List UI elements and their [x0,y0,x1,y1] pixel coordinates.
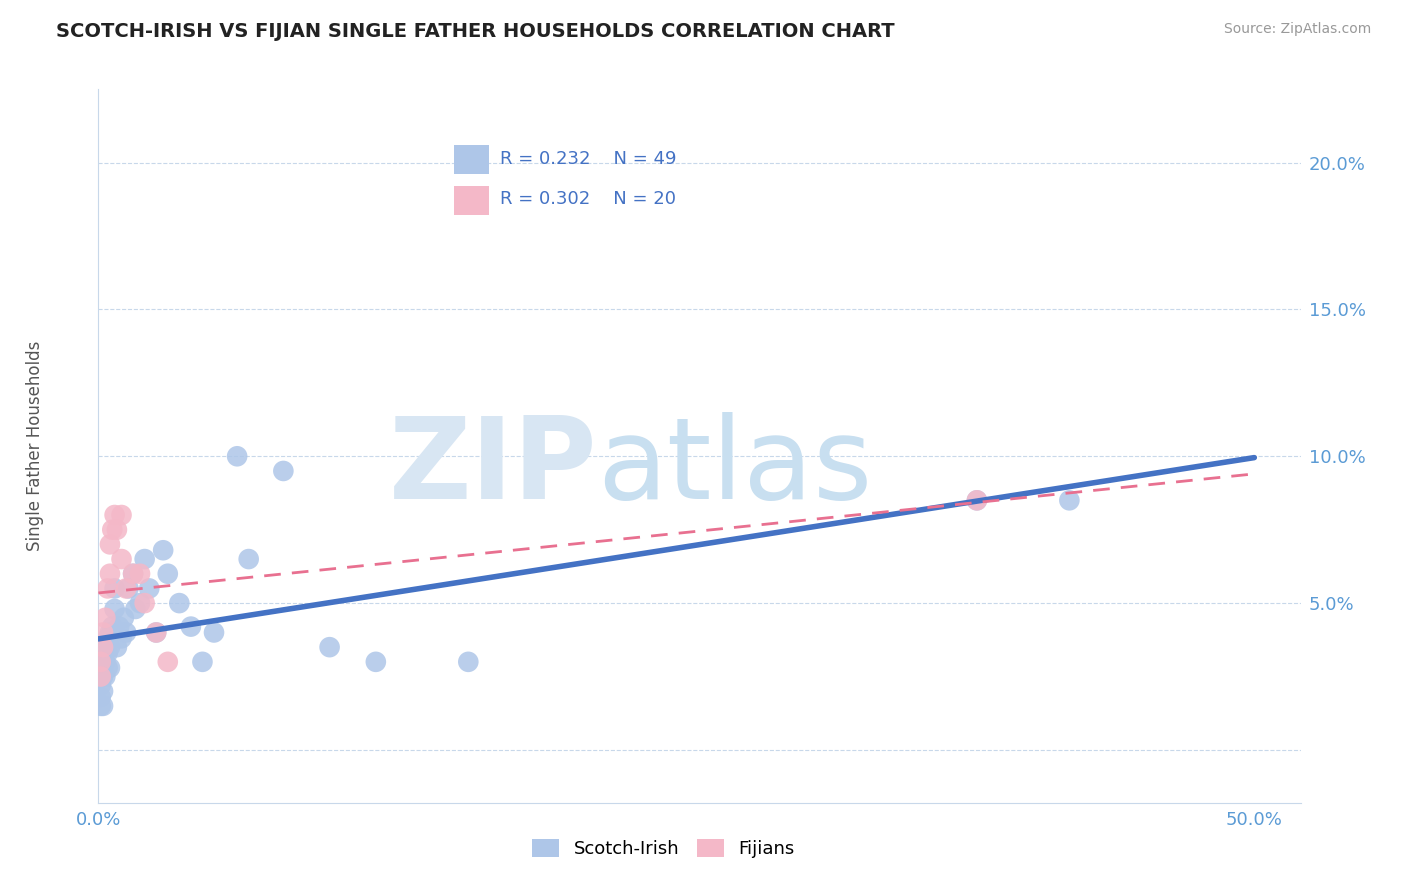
Point [91,661,114,675]
Point [98,640,121,655]
Point [110,632,132,646]
Point [97,646,120,660]
Point [124,602,146,616]
Point [156,566,179,581]
Point [966,493,988,508]
Point [180,619,202,633]
Point [94,640,117,655]
Point [110,552,132,566]
Text: SCOTCH-IRISH VS FIJIAN SINGLE FATHER HOUSEHOLDS CORRELATION CHART: SCOTCH-IRISH VS FIJIAN SINGLE FATHER HOU… [56,22,894,41]
Point [129,596,152,610]
Point [97,661,120,675]
Point [134,596,156,610]
Point [122,566,145,581]
Point [98,661,121,675]
Point [134,552,156,566]
Point [108,619,131,633]
Point [101,619,124,633]
Legend: Scotch-Irish, Fijians: Scotch-Irish, Fijians [524,831,803,865]
Point [91,625,114,640]
Text: ZIP: ZIP [389,412,598,523]
Point [90,690,112,704]
Point [91,684,114,698]
Point [104,508,127,522]
Point [115,582,138,596]
Point [104,602,127,616]
Text: R = 0.232    N = 49: R = 0.232 N = 49 [501,151,676,169]
Point [97,582,120,596]
Point [98,625,121,640]
Point [98,537,121,551]
Point [966,493,988,508]
Bar [454,145,489,174]
Point [152,543,174,558]
Point [94,669,117,683]
Point [364,655,387,669]
Point [94,655,117,669]
Point [226,450,249,464]
Point [191,655,214,669]
Point [112,611,135,625]
Point [90,655,112,669]
Point [105,640,128,655]
Point [101,523,124,537]
Point [91,648,114,663]
Point [117,582,139,596]
Point [138,582,160,596]
Point [105,523,128,537]
Point [94,611,117,625]
Text: Single Father Households: Single Father Households [27,341,44,551]
Point [91,669,114,683]
Text: Source: ZipAtlas.com: Source: ZipAtlas.com [1223,22,1371,37]
Point [98,566,121,581]
Point [91,698,114,713]
Point [273,464,295,478]
Point [90,698,112,713]
Bar [454,186,489,214]
Point [145,625,167,640]
Point [90,655,112,669]
Point [91,640,114,655]
Point [90,661,112,675]
Point [457,655,479,669]
Point [90,678,112,692]
Point [97,632,120,646]
Point [1059,493,1081,508]
Point [169,596,191,610]
Point [238,552,260,566]
Text: R = 0.302    N = 20: R = 0.302 N = 20 [501,190,676,208]
Text: atlas: atlas [598,412,873,523]
Point [90,669,112,683]
Point [202,625,225,640]
Point [129,566,152,581]
Point [90,669,112,683]
Point [145,625,167,640]
Point [104,582,127,596]
Point [115,625,138,640]
Point [318,640,340,655]
Point [110,508,132,522]
Point [122,566,145,581]
Point [156,655,179,669]
